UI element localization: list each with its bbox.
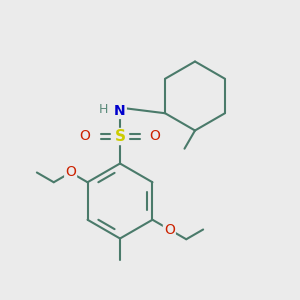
Text: O: O: [164, 223, 175, 236]
Text: O: O: [65, 166, 76, 179]
Text: N: N: [114, 104, 126, 118]
Text: H: H: [99, 103, 108, 116]
Text: O: O: [150, 130, 160, 143]
Text: O: O: [80, 130, 90, 143]
Text: S: S: [115, 129, 125, 144]
